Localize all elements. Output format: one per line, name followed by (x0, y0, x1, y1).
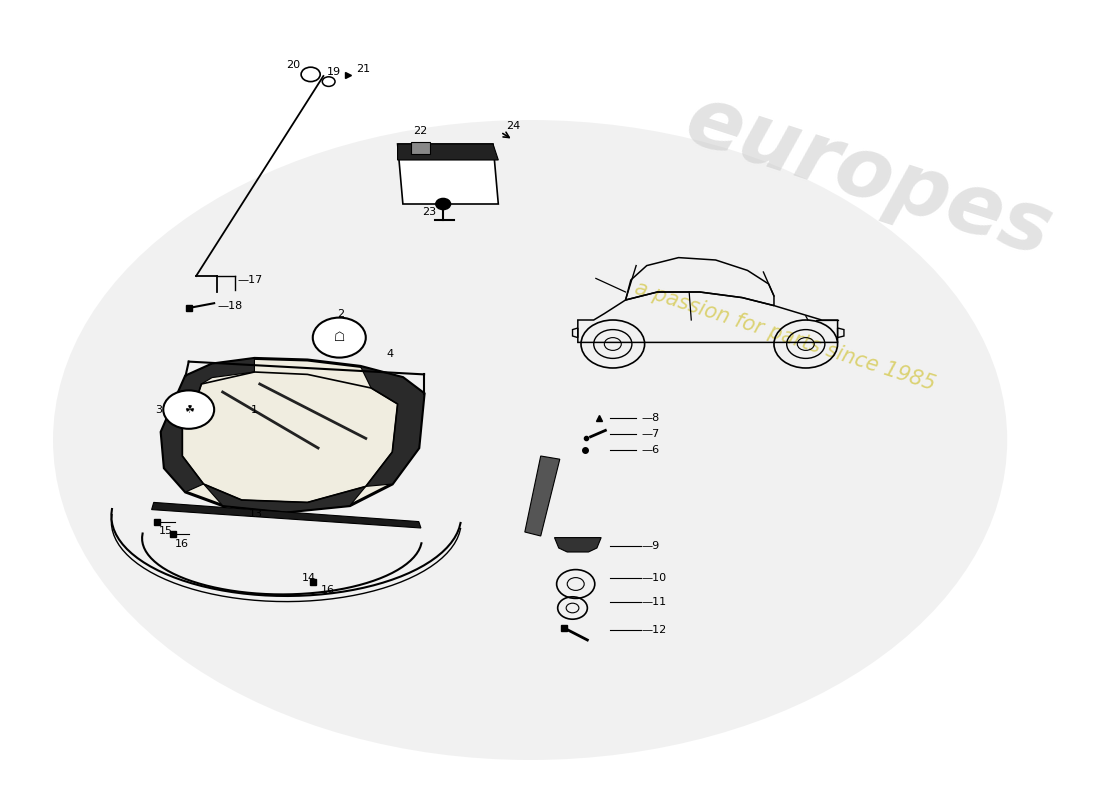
Polygon shape (204, 484, 366, 512)
Text: 3: 3 (155, 405, 163, 414)
Text: —12: —12 (641, 625, 667, 634)
Text: 16: 16 (321, 585, 336, 594)
Polygon shape (361, 366, 425, 486)
Circle shape (312, 318, 366, 358)
Text: 19: 19 (327, 67, 341, 77)
Text: 2: 2 (337, 309, 344, 318)
Text: 22: 22 (412, 126, 427, 136)
Text: 4: 4 (386, 349, 394, 358)
Text: —18: —18 (218, 302, 243, 311)
Text: ☖: ☖ (333, 331, 345, 344)
Text: 13: 13 (250, 509, 263, 518)
Text: 23: 23 (422, 207, 437, 217)
FancyBboxPatch shape (411, 142, 430, 154)
Polygon shape (397, 144, 498, 204)
Text: 21: 21 (356, 64, 371, 74)
Text: —10: —10 (641, 573, 667, 582)
Circle shape (436, 198, 451, 210)
Text: ☘: ☘ (184, 405, 194, 414)
Text: europes: europes (676, 78, 1063, 274)
Ellipse shape (53, 120, 1008, 760)
Text: —7: —7 (641, 429, 660, 438)
Polygon shape (152, 502, 421, 528)
Text: 14: 14 (302, 573, 317, 582)
Polygon shape (554, 538, 602, 552)
Text: a passion for parts since 1985: a passion for parts since 1985 (631, 278, 937, 394)
Text: 24: 24 (506, 122, 520, 131)
Text: 15: 15 (160, 526, 173, 536)
Text: —9: —9 (641, 541, 660, 550)
Text: 20: 20 (286, 60, 300, 70)
Text: 16: 16 (175, 539, 189, 549)
Polygon shape (162, 358, 254, 492)
Text: —6: —6 (641, 445, 660, 454)
Text: —8: —8 (641, 413, 660, 422)
Text: 1: 1 (251, 405, 258, 414)
Circle shape (163, 390, 214, 429)
Polygon shape (525, 456, 560, 536)
Polygon shape (397, 144, 498, 160)
Text: —17: —17 (238, 275, 263, 285)
Polygon shape (162, 358, 425, 512)
Text: —11: —11 (641, 597, 667, 606)
